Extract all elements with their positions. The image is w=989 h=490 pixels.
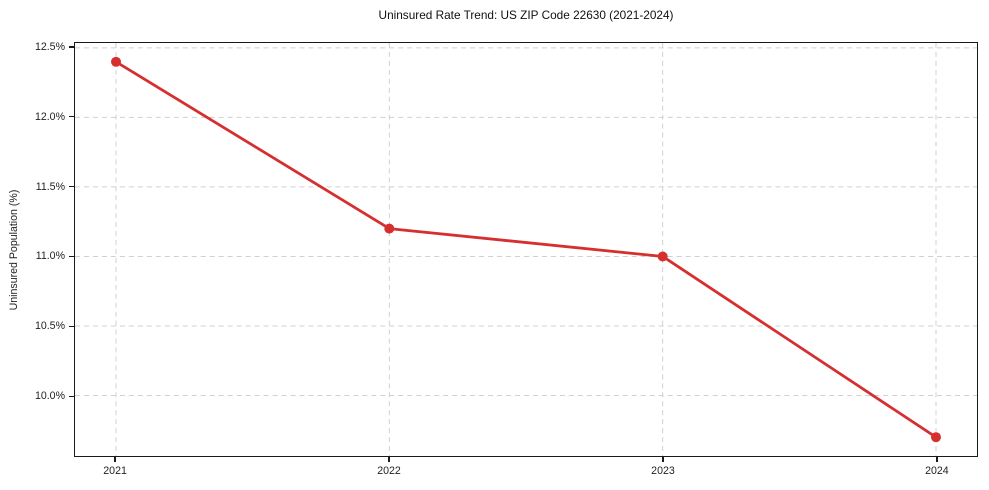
- x-tick-label: 2022: [377, 465, 401, 477]
- y-tick-label: 12.5%: [34, 40, 65, 53]
- y-tick-label: 10.0%: [34, 390, 65, 403]
- y-tick-label: 11.0%: [35, 250, 65, 263]
- x-tick-label: 2021: [103, 465, 127, 477]
- data-point-marker: [931, 432, 941, 443]
- chart-title: Uninsured Rate Trend: US ZIP Code 22630 …: [378, 8, 674, 22]
- y-tick-label: 11.5%: [35, 180, 65, 193]
- x-tick-mark: [662, 457, 664, 462]
- data-point-marker: [657, 251, 668, 262]
- y-tick-mark: [69, 255, 74, 258]
- data-point-marker: [384, 223, 395, 234]
- y-tick-mark: [69, 395, 74, 397]
- x-tick-mark: [936, 457, 938, 462]
- y-tick-label: 10.5%: [34, 320, 65, 333]
- y-tick-mark: [69, 325, 74, 327]
- data-point-marker: [111, 56, 121, 67]
- y-tick-mark: [69, 185, 74, 188]
- y-tick-label: 12.0%: [34, 110, 65, 123]
- y-tick-mark: [69, 116, 74, 118]
- line-series: [114, 60, 938, 439]
- plot-area: [74, 42, 978, 457]
- x-tick-label: 2024: [925, 465, 949, 477]
- plot-svg: [75, 43, 977, 456]
- x-tick-label: 2023: [651, 465, 675, 477]
- x-tick-mark: [114, 457, 116, 462]
- x-tick-mark: [388, 457, 390, 462]
- y-tick-mark: [69, 46, 74, 48]
